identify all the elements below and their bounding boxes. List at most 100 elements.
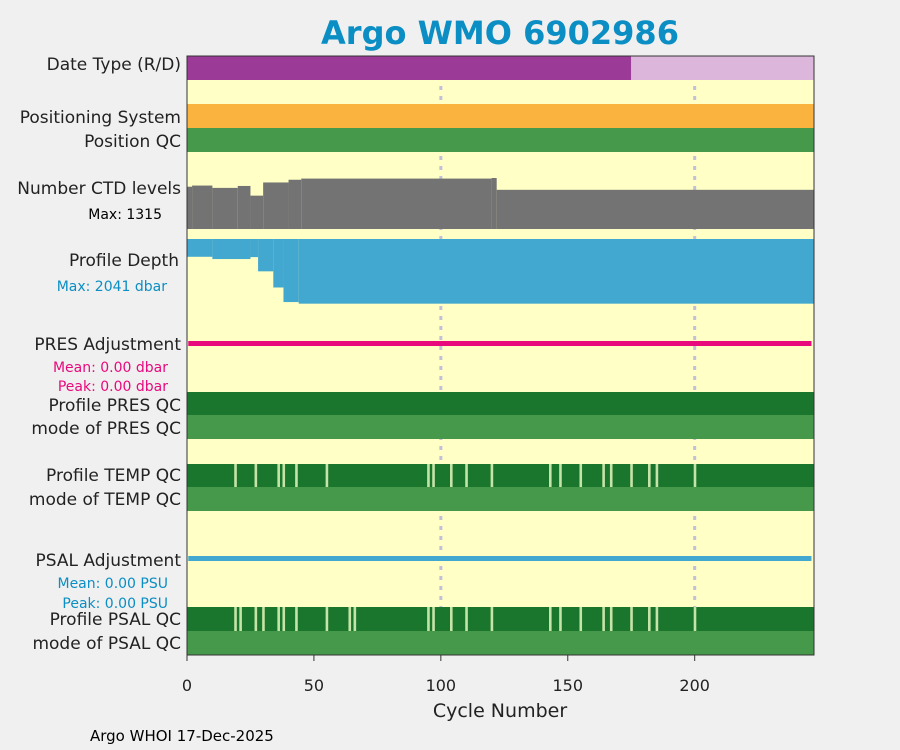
temp-flags-104 — [450, 464, 453, 487]
mode-psal-qc-bar — [187, 631, 814, 655]
ctd-max-label: Max: 1315 — [88, 207, 162, 223]
label-date-type: Date Type (R/D) — [47, 55, 181, 75]
label-profile-pres-qc: Profile PRES QC — [48, 396, 181, 416]
psal-flags-147 — [559, 607, 562, 631]
psal-mean-label: Mean: 0.00 PSU — [57, 576, 168, 592]
ctd-bar-9 — [496, 189, 814, 229]
profile-psal-qc-bar — [187, 607, 814, 631]
psal-flags-200 — [693, 607, 697, 631]
psal-flags-43 — [295, 607, 298, 631]
chart-title: Argo WMO 6902986 — [321, 14, 679, 52]
psal-flags-21 — [239, 607, 242, 631]
depth-bar-3 — [258, 239, 274, 272]
profile-depth-bars — [187, 239, 814, 304]
ctd-bar-4 — [250, 195, 264, 229]
depth-bar-0 — [187, 239, 213, 257]
pres-adjustment-line — [188, 341, 812, 346]
footer-credit: Argo WHOI 17-Dec-2025 — [90, 727, 274, 745]
plot-background — [187, 56, 814, 655]
pres-mean-label: Mean: 0.00 dbar — [53, 360, 168, 376]
psal-flags-19 — [234, 607, 237, 631]
psal-flags-155 — [579, 607, 583, 631]
label-mode-psal-qc: mode of PSAL QC — [32, 634, 181, 654]
temp-flags-27 — [254, 464, 258, 487]
psal-flags-175 — [630, 607, 633, 631]
psal-flags-95 — [427, 607, 430, 631]
ctd-bar-6 — [288, 179, 302, 229]
psal-flags-64 — [348, 607, 352, 631]
temp-flags-167 — [609, 464, 613, 487]
ctd-levels-bars — [187, 178, 814, 229]
mode-pres-qc-bar — [187, 415, 814, 439]
temp-flags-38 — [282, 464, 286, 487]
temp-qc-flags — [234, 464, 697, 487]
ctd-bar-5 — [263, 182, 289, 229]
psal-flags-182 — [648, 607, 651, 631]
depth-bar-1 — [212, 239, 251, 260]
label-mode-temp-qc: mode of TEMP QC — [29, 490, 181, 510]
temp-flags-200 — [693, 464, 697, 487]
temp-flags-97 — [432, 464, 435, 487]
temp-flags-175 — [630, 464, 633, 487]
x-tick-label-100: 100 — [426, 676, 457, 695]
temp-flags-19 — [234, 464, 237, 487]
ctd-bar-0 — [187, 186, 193, 229]
label-pres-adjustment: PRES Adjustment — [34, 335, 181, 355]
label-position-qc: Position QC — [84, 132, 181, 152]
label-positioning-system: Positioning System — [20, 108, 181, 128]
depth-bar-6 — [298, 239, 814, 304]
x-tick-label-150: 150 — [552, 676, 583, 695]
temp-flags-185 — [655, 464, 659, 487]
ctd-bar-1 — [192, 185, 213, 229]
ctd-bar-2 — [212, 187, 238, 229]
label-psal-adjustment: PSAL Adjustment — [36, 551, 182, 571]
x-tick-label-200: 200 — [679, 676, 710, 695]
psal-flags-30 — [262, 607, 265, 631]
mode-temp-qc-bar — [187, 487, 814, 511]
psal-flags-185 — [655, 607, 659, 631]
temp-flags-143 — [549, 464, 552, 487]
temp-flags-36 — [277, 464, 280, 487]
temp-flags-43 — [295, 464, 298, 487]
psal-flags-55 — [325, 607, 329, 631]
psal-flags-104 — [450, 607, 453, 631]
ctd-bar-7 — [301, 178, 492, 229]
profile-temp-qc-bar — [187, 464, 814, 487]
date-type-delayed-bar — [631, 56, 814, 80]
ctd-bar-3 — [237, 185, 251, 229]
depth-max-label: Max: 2041 dbar — [57, 279, 168, 295]
position-qc-bar — [187, 128, 814, 152]
x-tick-label-0: 0 — [182, 676, 192, 695]
positioning-system-bar — [187, 104, 814, 128]
psal-flags-167 — [609, 607, 613, 631]
psal-flags-143 — [549, 607, 552, 631]
psal-qc-flags — [234, 607, 697, 631]
psal-flags-36 — [277, 607, 280, 631]
label-profile-depth: Profile Depth — [69, 251, 179, 271]
psal-peak-label: Peak: 0.00 PSU — [62, 596, 168, 612]
psal-flags-120 — [490, 607, 494, 631]
depth-bar-5 — [283, 239, 299, 303]
psal-adjustment-line — [188, 556, 812, 561]
temp-flags-155 — [579, 464, 583, 487]
profile-pres-qc-bar — [187, 392, 814, 415]
x-tick-label-50: 50 — [304, 676, 324, 695]
temp-flags-110 — [465, 464, 468, 487]
temp-flags-120 — [490, 464, 494, 487]
date-type-row — [187, 56, 814, 80]
x-axis-label: Cycle Number — [433, 700, 567, 722]
psal-flags-27 — [254, 607, 258, 631]
date-type-realtime-bar — [187, 56, 632, 80]
pres-peak-label: Peak: 0.00 dbar — [58, 379, 168, 395]
label-profile-psal-qc: Profile PSAL QC — [50, 610, 181, 630]
label-mode-pres-qc: mode of PRES QC — [31, 419, 181, 439]
psal-flags-38 — [282, 607, 286, 631]
temp-flags-164 — [602, 464, 605, 487]
temp-flags-182 — [648, 464, 651, 487]
depth-bar-2 — [250, 239, 259, 258]
label-profile-temp-qc: Profile TEMP QC — [46, 466, 181, 486]
psal-flags-164 — [602, 607, 605, 631]
psal-flags-66 — [353, 607, 357, 631]
temp-flags-55 — [325, 464, 329, 487]
